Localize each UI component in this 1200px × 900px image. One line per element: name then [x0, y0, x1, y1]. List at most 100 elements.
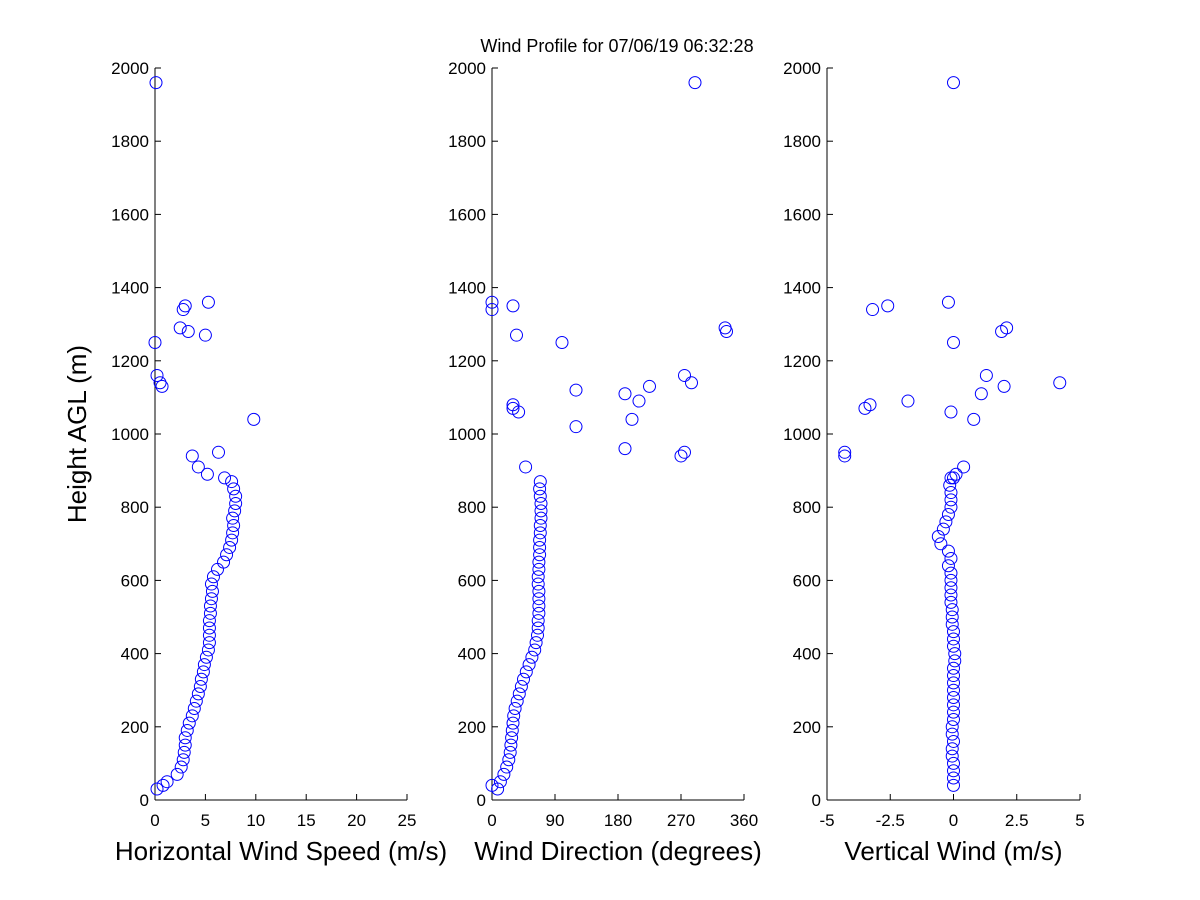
point [227, 519, 241, 532]
point [532, 592, 546, 606]
point [504, 738, 518, 752]
point [947, 632, 960, 646]
point [226, 511, 240, 525]
point [947, 625, 960, 639]
point [533, 475, 547, 489]
point [203, 599, 217, 613]
x-tick-label: 270 [667, 811, 695, 830]
point [217, 555, 231, 569]
point [944, 573, 958, 587]
point [534, 511, 548, 525]
point [678, 368, 691, 382]
x-axis-label: Vertical Wind (m/s) [844, 836, 1062, 866]
point [944, 405, 958, 419]
point [522, 658, 536, 672]
point [947, 734, 960, 748]
point [533, 489, 547, 503]
point [943, 478, 957, 492]
point [901, 394, 915, 408]
y-tick-label: 1600 [783, 205, 821, 224]
point [201, 295, 215, 309]
point [185, 709, 199, 723]
point [517, 672, 530, 686]
y-tick-label: 1800 [448, 132, 486, 151]
point [1000, 321, 1014, 335]
point [223, 540, 237, 554]
point [170, 767, 184, 781]
point [685, 376, 698, 390]
point [160, 775, 174, 789]
point [182, 716, 196, 730]
point [225, 475, 239, 489]
point [532, 555, 546, 569]
point [202, 621, 216, 635]
point [947, 756, 960, 770]
y-tick-label: 1400 [111, 279, 149, 298]
point [506, 398, 520, 412]
point [947, 698, 960, 712]
point [944, 551, 958, 565]
point [979, 368, 993, 382]
point [674, 449, 688, 463]
y-tick-label: 1200 [111, 352, 149, 371]
point [533, 540, 547, 554]
point [944, 581, 958, 595]
y-tick-label: 2000 [783, 59, 821, 78]
x-tick-label: 20 [347, 811, 366, 830]
point [534, 497, 548, 511]
point [939, 515, 953, 529]
point [202, 614, 216, 628]
point [936, 522, 950, 536]
x-axis-label: Horizontal Wind Speed (m/s) [115, 836, 447, 866]
point [531, 577, 545, 591]
y-tick-label: 400 [793, 645, 821, 664]
x-tick-label: 2.5 [1005, 811, 1029, 830]
point [945, 603, 959, 617]
point [202, 636, 216, 650]
point [944, 595, 958, 609]
point [531, 570, 545, 584]
point [947, 764, 960, 778]
y-tick-label: 0 [477, 791, 486, 810]
point [718, 321, 732, 335]
y-tick-label: 800 [121, 498, 149, 517]
point [947, 676, 960, 690]
point [688, 76, 702, 90]
point [497, 767, 511, 781]
point [944, 588, 958, 602]
point [947, 639, 960, 653]
x-tick-label: -2.5 [876, 811, 905, 830]
point [502, 753, 516, 767]
point [632, 394, 646, 408]
point [148, 336, 162, 349]
point [200, 467, 214, 481]
y-tick-label: 600 [458, 571, 486, 590]
point [947, 771, 960, 785]
point [197, 658, 211, 672]
point [863, 398, 877, 412]
point [519, 665, 533, 679]
y-tick-label: 1000 [448, 425, 486, 444]
point [196, 665, 210, 679]
point [532, 562, 546, 576]
point [533, 482, 547, 496]
point [506, 299, 520, 313]
x-tick-label: -5 [819, 811, 834, 830]
x-tick-label: 0 [949, 811, 958, 830]
point [156, 778, 170, 792]
point [204, 577, 218, 591]
x-tick-label: 90 [546, 811, 565, 830]
point [941, 559, 955, 573]
point [948, 647, 962, 661]
y-tick-label: 600 [121, 571, 149, 590]
point [947, 712, 960, 726]
point [941, 508, 955, 522]
point [957, 460, 971, 474]
y-tick-label: 400 [121, 645, 149, 664]
point [185, 449, 199, 463]
point [945, 720, 959, 734]
point [945, 617, 959, 631]
point [201, 643, 215, 657]
point [531, 621, 545, 635]
